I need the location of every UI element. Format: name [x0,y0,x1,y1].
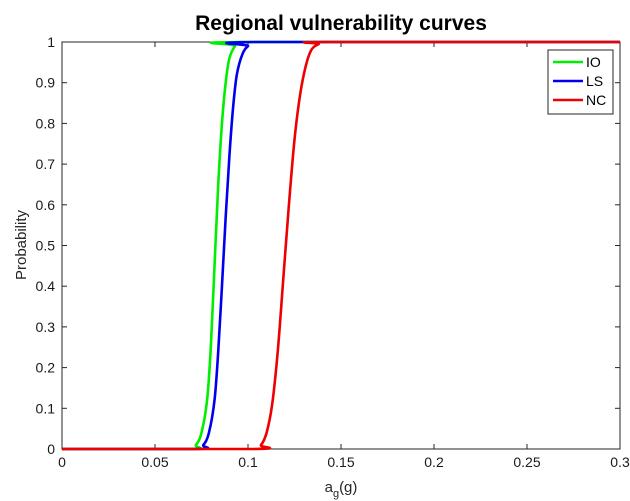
y-tick-label: 0.9 [36,75,56,91]
y-tick-label: 0.6 [36,197,56,213]
y-tick-label: 0.4 [36,278,56,294]
series-line-nc [62,40,620,451]
y-tick-label: 0 [47,441,55,457]
legend: IO LS NC [547,49,614,115]
y-tick-label: 0.5 [36,238,56,254]
x-axis-label-base: a [325,479,334,496]
x-tick-label: 0.15 [327,454,354,470]
x-tick-label: 0.3 [610,454,630,470]
series-line-io [62,40,620,451]
x-tick-label: 0.25 [513,454,540,470]
y-tick-label: 0.3 [36,319,56,335]
series-line-ls [62,40,620,451]
x-tick-label: 0.2 [424,454,444,470]
x-axis-ticks: 0 0.05 0.1 0.15 0.2 0.25 0.3 [58,42,630,470]
plot-area [61,41,621,450]
x-tick-label: 0.05 [141,454,168,470]
x-axis-label-suffix: (g) [339,479,357,496]
chart-title: Regional vulnerability curves [195,12,487,35]
y-axis-label: Probability [13,209,30,280]
x-tick-label: 0 [58,454,66,470]
y-tick-label: 0.2 [36,360,56,376]
y-tick-label: 0.8 [36,115,56,131]
series-lines [62,40,620,451]
legend-label-ls: LS [586,73,603,89]
x-axis-label-subscript: g [333,488,339,500]
y-tick-label: 1 [47,34,55,50]
legend-label-nc: NC [586,92,606,108]
legend-label-io: IO [586,54,601,70]
x-axis-label: ag(g) [325,479,358,500]
y-axis-ticks: 0 0.1 0.2 0.3 0.4 0.5 0.6 0.7 0.8 0.9 1 [36,34,620,457]
y-tick-label: 0.1 [36,400,56,416]
x-tick-label: 0.1 [238,454,258,470]
y-tick-label: 0.7 [36,156,56,172]
